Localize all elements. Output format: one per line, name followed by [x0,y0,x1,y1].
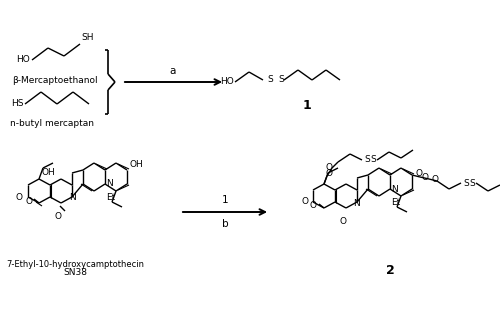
Text: HO: HO [220,77,234,86]
Text: 2: 2 [386,264,394,277]
Text: O: O [326,163,333,172]
Text: O: O [16,193,23,202]
Text: SN38: SN38 [63,268,87,277]
Text: n-butyl mercaptan: n-butyl mercaptan [10,119,94,128]
Text: O: O [54,212,62,221]
Text: Et: Et [391,198,400,207]
Text: OH: OH [129,160,143,169]
Text: O: O [301,197,308,207]
Text: S: S [370,155,376,164]
Text: O: O [326,169,333,178]
Text: N: N [391,184,398,193]
Text: O: O [340,217,346,226]
Text: HS: HS [12,100,24,109]
Text: 7-Ethyl-10-hydroxycamptothecin: 7-Ethyl-10-hydroxycamptothecin [6,260,144,269]
Text: S: S [364,155,370,164]
Text: O: O [25,197,32,206]
Text: β-Mercaptoethanol: β-Mercaptoethanol [12,76,98,85]
Text: S: S [469,178,475,188]
Text: O: O [431,174,438,183]
Text: O: O [310,202,317,211]
Text: SH: SH [81,33,94,42]
Text: 1: 1 [302,99,312,112]
Text: a: a [170,66,176,76]
Text: N: N [106,179,113,188]
Text: S: S [267,76,273,85]
Text: O: O [422,173,429,182]
Text: HO: HO [16,56,30,65]
Text: b: b [222,219,228,229]
Text: N: N [68,193,75,202]
Text: S: S [278,76,284,85]
Text: N: N [354,198,360,207]
Text: Et: Et [106,193,115,202]
Text: 1: 1 [222,195,228,205]
Text: OH: OH [41,168,55,177]
Text: S: S [463,178,469,188]
Text: O: O [415,169,422,178]
